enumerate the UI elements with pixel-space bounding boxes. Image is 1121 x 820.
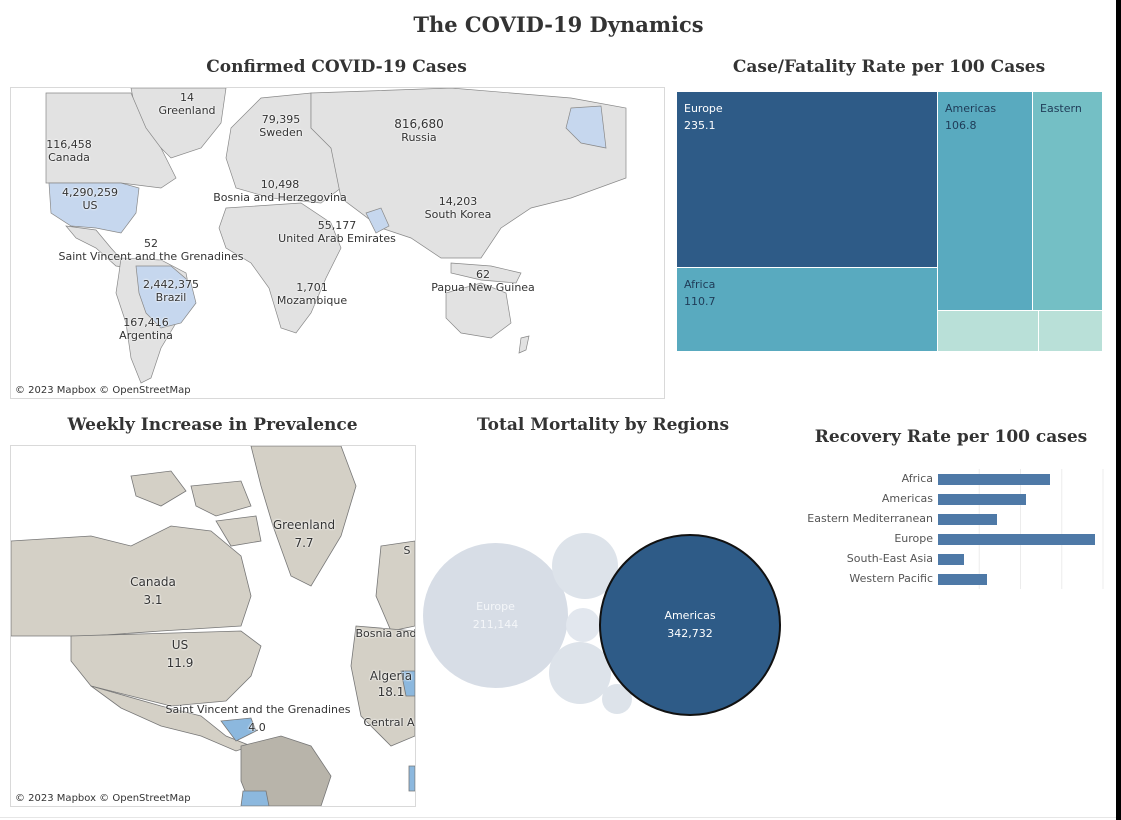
treemap-cell-south-east-asia[interactable] bbox=[937, 310, 1039, 352]
recovery-chart-title: Recovery Rate per 100 cases bbox=[814, 427, 1088, 447]
map-label-bosnia[interactable]: 10,498 Bosnia and Herzegovina bbox=[213, 178, 347, 204]
treemap-cell-americas[interactable]: Americas 106.8 bbox=[937, 91, 1033, 311]
treemap-cell-africa[interactable]: Africa 110.7 bbox=[676, 267, 938, 352]
recovery-bar-chart[interactable]: Africa Americas Eastern Mediterranean Europ… bbox=[795, 469, 1107, 591]
map-label-saint-vincent[interactable]: 52 Saint Vincent and the Grenadines bbox=[58, 237, 244, 263]
map-label-brazil[interactable]: 2,442,375 Brazil bbox=[143, 278, 199, 304]
map-attribution[interactable]: © 2023 Mapbox © OpenStreetMap bbox=[15, 385, 191, 396]
recovery-bar[interactable] bbox=[938, 534, 1096, 545]
recovery-bar-label: Africa bbox=[901, 472, 933, 485]
map-label-papua-new-guinea[interactable]: 62 Papua New Guinea bbox=[431, 268, 535, 294]
map-label-russia[interactable]: 816,680 Russia bbox=[394, 117, 444, 145]
recovery-chart-grid bbox=[978, 469, 1104, 589]
recovery-bar[interactable] bbox=[938, 474, 1050, 485]
dashboard-title: The COVID-19 Dynamics bbox=[413, 12, 704, 37]
bottom-divider bbox=[0, 817, 1116, 818]
treemap-cell-western-pacific[interactable] bbox=[1038, 310, 1103, 352]
weekly-increase-map[interactable]: Greenland 7.7 Canada 3.1 US 11.9 Bosnia and… bbox=[10, 445, 416, 807]
recovery-bar-label: Eastern Mediterranean bbox=[807, 512, 933, 525]
map-label-canada[interactable]: 116,458 Canada bbox=[46, 138, 92, 164]
weekly-label-saint-vincent-value[interactable]: 4.0 bbox=[248, 721, 266, 734]
weekly-map-attribution[interactable]: © 2023 Mapbox © OpenStreetMap bbox=[15, 793, 191, 804]
confirmed-cases-map[interactable]: 14 Greenland 79,395 Sweden 816,680 Russia 1… bbox=[10, 87, 665, 399]
weekly-label-saint-vincent[interactable]: Saint Vincent and the Grenadines bbox=[165, 703, 351, 716]
map-label-south-korea[interactable]: 14,203 South Korea bbox=[424, 195, 492, 221]
recovery-bar-label: Western Pacific bbox=[849, 572, 933, 585]
weekly-label-central-africa[interactable]: Central A bbox=[363, 716, 415, 729]
bubble-region-small-2[interactable] bbox=[566, 608, 600, 642]
bubbles-title: Total Mortality by Regions bbox=[476, 415, 730, 435]
weekly-label-us[interactable]: US 11.9 bbox=[166, 638, 194, 670]
recovery-bar[interactable] bbox=[938, 494, 1027, 505]
weekly-map-basemap bbox=[11, 446, 415, 806]
case-fatality-treemap[interactable]: Europe 235.1 Americas 106.8 Eastern Africa… bbox=[676, 91, 1103, 352]
recovery-bar[interactable] bbox=[938, 574, 988, 585]
map-label-us[interactable]: 4,290,259 US bbox=[62, 186, 118, 212]
treemap-title: Case/Fatality Rate per 100 Cases bbox=[732, 57, 1046, 77]
recovery-bar[interactable] bbox=[938, 554, 964, 565]
window-right-edge bbox=[1116, 0, 1121, 820]
bubble-europe[interactable]: Europe 211,144 bbox=[423, 543, 568, 688]
weekly-label-greenland[interactable]: Greenland 7.7 bbox=[272, 518, 336, 550]
weekly-label-s[interactable]: S bbox=[403, 544, 411, 557]
weekly-map-title: Weekly Increase in Prevalence bbox=[67, 415, 358, 435]
bubble-region-small-3[interactable] bbox=[549, 642, 611, 704]
mortality-bubble-chart[interactable]: Europe 211,144 Americas 342,732 bbox=[420, 530, 786, 720]
confirmed-map-title: Confirmed COVID-19 Cases bbox=[206, 57, 467, 77]
treemap-cell-eastern[interactable]: Eastern bbox=[1032, 91, 1103, 311]
recovery-bar-label: South-East Asia bbox=[846, 552, 933, 565]
recovery-bar-label: Americas bbox=[881, 492, 933, 505]
confirmed-map-basemap bbox=[45, 88, 627, 384]
map-label-mozambique[interactable]: 1,701 Mozambique bbox=[276, 281, 348, 307]
recovery-bar[interactable] bbox=[938, 514, 997, 525]
weekly-label-bosnia[interactable]: Bosnia and bbox=[355, 627, 416, 640]
treemap-cell-europe[interactable]: Europe 235.1 bbox=[676, 91, 938, 268]
weekly-label-canada[interactable]: Canada 3.1 bbox=[130, 575, 176, 607]
weekly-label-algeria[interactable]: Algeria 18.1 bbox=[369, 669, 413, 699]
map-label-greenland[interactable]: 14 Greenland bbox=[158, 91, 216, 117]
map-label-uae[interactable]: 55,177 United Arab Emirates bbox=[278, 219, 396, 245]
recovery-bar-label: Europe bbox=[894, 532, 933, 545]
map-label-sweden[interactable]: 79,395 Sweden bbox=[259, 113, 303, 139]
bubble-americas[interactable]: Americas 342,732 bbox=[599, 534, 781, 716]
map-label-argentina[interactable]: 167,416 Argentina bbox=[119, 316, 173, 342]
